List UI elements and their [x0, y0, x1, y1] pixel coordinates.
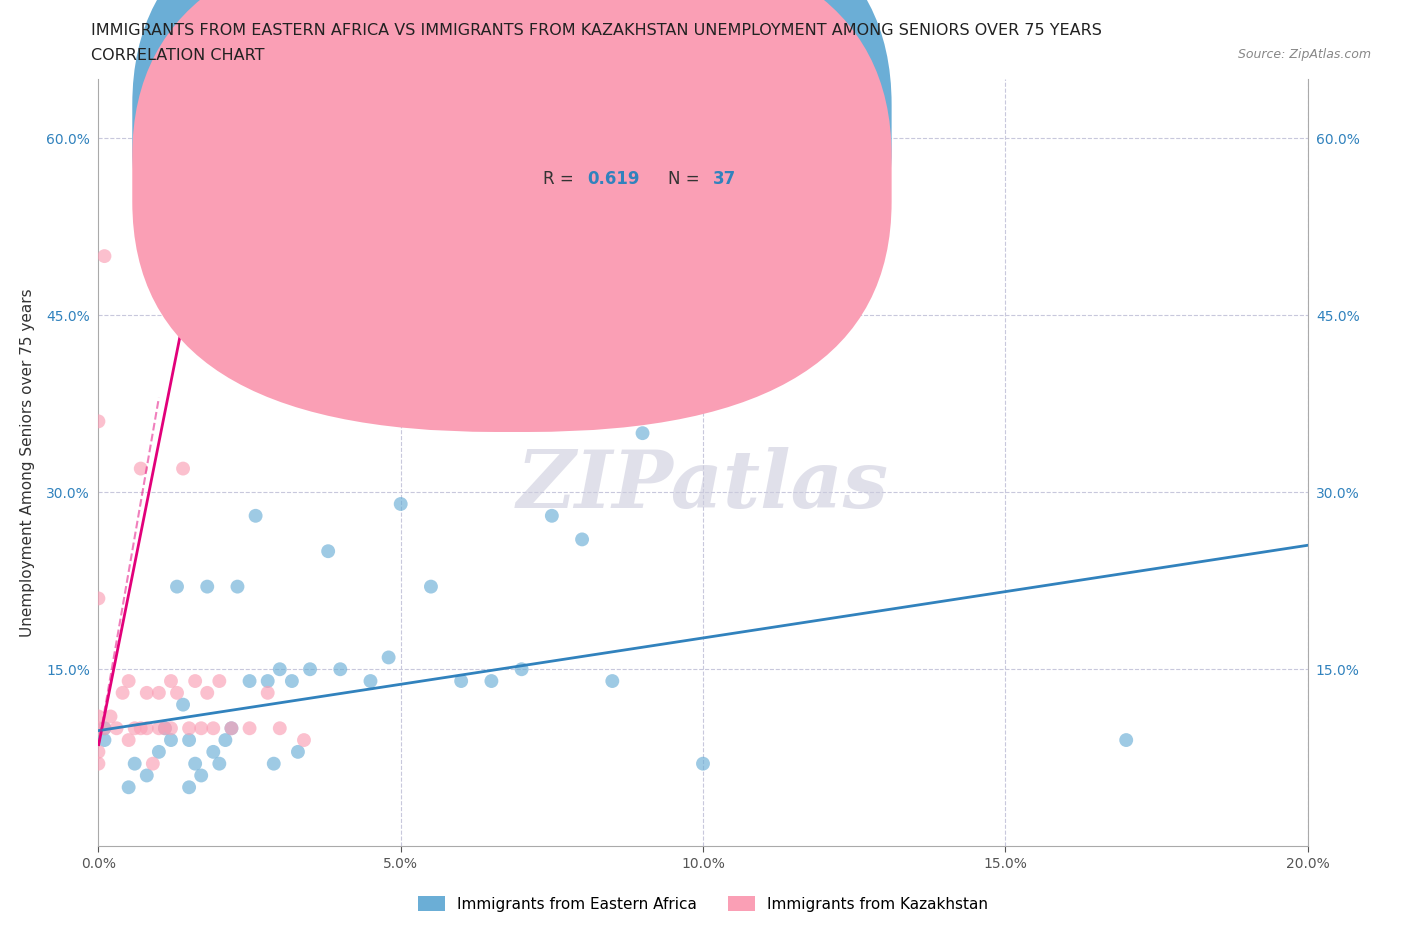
Point	[160, 733, 183, 748]
Point	[118, 733, 141, 748]
Point	[148, 685, 170, 700]
Point	[195, 579, 218, 594]
Point	[93, 248, 115, 263]
Point	[135, 721, 157, 736]
Point	[172, 461, 194, 476]
Point	[100, 709, 122, 724]
Point	[202, 744, 225, 759]
Point	[208, 756, 231, 771]
Point	[389, 497, 412, 512]
Y-axis label: Unemployment Among Seniors over 75 years: Unemployment Among Seniors over 75 years	[20, 288, 35, 637]
Point	[166, 685, 188, 700]
Point	[214, 733, 236, 748]
FancyBboxPatch shape	[132, 0, 891, 432]
Text: Source: ZipAtlas.com: Source: ZipAtlas.com	[1237, 48, 1371, 61]
Point	[377, 650, 399, 665]
Point	[111, 685, 134, 700]
Text: N =: N =	[668, 170, 704, 188]
Point	[124, 721, 146, 736]
Point	[184, 756, 207, 771]
Point	[420, 579, 443, 594]
Point	[179, 780, 201, 795]
Point	[160, 673, 183, 688]
Point	[208, 673, 231, 688]
Point	[118, 780, 141, 795]
Point	[221, 721, 243, 736]
Point	[263, 756, 285, 771]
Point	[450, 673, 472, 688]
Point	[148, 721, 170, 736]
Point	[105, 721, 128, 736]
Point	[87, 721, 110, 736]
Point	[142, 756, 165, 771]
Text: CORRELATION CHART: CORRELATION CHART	[91, 48, 264, 63]
Point	[287, 744, 309, 759]
Point	[510, 662, 533, 677]
Text: R =: R =	[543, 118, 579, 137]
Point	[540, 509, 562, 524]
Text: N =: N =	[668, 118, 704, 137]
Text: 37: 37	[713, 170, 735, 188]
FancyBboxPatch shape	[132, 0, 891, 380]
Point	[135, 768, 157, 783]
Point	[221, 721, 243, 736]
Point	[166, 579, 188, 594]
Point	[124, 756, 146, 771]
Point	[135, 685, 157, 700]
Point	[481, 673, 503, 688]
Point	[281, 673, 304, 688]
Text: 0.619: 0.619	[586, 170, 640, 188]
Point	[245, 509, 267, 524]
Point	[226, 579, 249, 594]
Text: ZIPatlas: ZIPatlas	[517, 447, 889, 525]
Point	[129, 461, 152, 476]
Point	[148, 744, 170, 759]
Point	[87, 756, 110, 771]
Point	[269, 662, 291, 677]
Point	[93, 721, 115, 736]
Point	[93, 721, 115, 736]
Point	[195, 685, 218, 700]
Point	[87, 744, 110, 759]
Point	[239, 673, 262, 688]
Point	[179, 733, 201, 748]
Point	[631, 426, 654, 441]
Point	[184, 673, 207, 688]
Point	[316, 544, 339, 559]
Point	[256, 673, 278, 688]
Point	[129, 721, 152, 736]
Text: R =: R =	[543, 170, 585, 188]
Point	[160, 721, 183, 736]
Point	[602, 673, 624, 688]
Text: IMMIGRANTS FROM EASTERN AFRICA VS IMMIGRANTS FROM KAZAKHSTAN UNEMPLOYMENT AMONG : IMMIGRANTS FROM EASTERN AFRICA VS IMMIGR…	[91, 23, 1102, 38]
Point	[190, 721, 212, 736]
Point	[118, 673, 141, 688]
Point	[93, 733, 115, 748]
Point	[239, 721, 262, 736]
Text: 0.306: 0.306	[586, 118, 640, 137]
Point	[256, 685, 278, 700]
Point	[571, 532, 593, 547]
Point	[269, 721, 291, 736]
Point	[360, 673, 382, 688]
Point	[87, 709, 110, 724]
Point	[153, 721, 176, 736]
Point	[292, 733, 315, 748]
Point	[172, 698, 194, 712]
Text: 43: 43	[713, 118, 735, 137]
Point	[190, 768, 212, 783]
Point	[1115, 733, 1137, 748]
Point	[692, 756, 714, 771]
FancyBboxPatch shape	[474, 90, 837, 209]
Legend: Immigrants from Eastern Africa, Immigrants from Kazakhstan: Immigrants from Eastern Africa, Immigran…	[412, 889, 994, 918]
Point	[179, 721, 201, 736]
Point	[87, 414, 110, 429]
Point	[153, 721, 176, 736]
Point	[202, 721, 225, 736]
Point	[299, 662, 322, 677]
Point	[329, 662, 352, 677]
Point	[87, 591, 110, 605]
